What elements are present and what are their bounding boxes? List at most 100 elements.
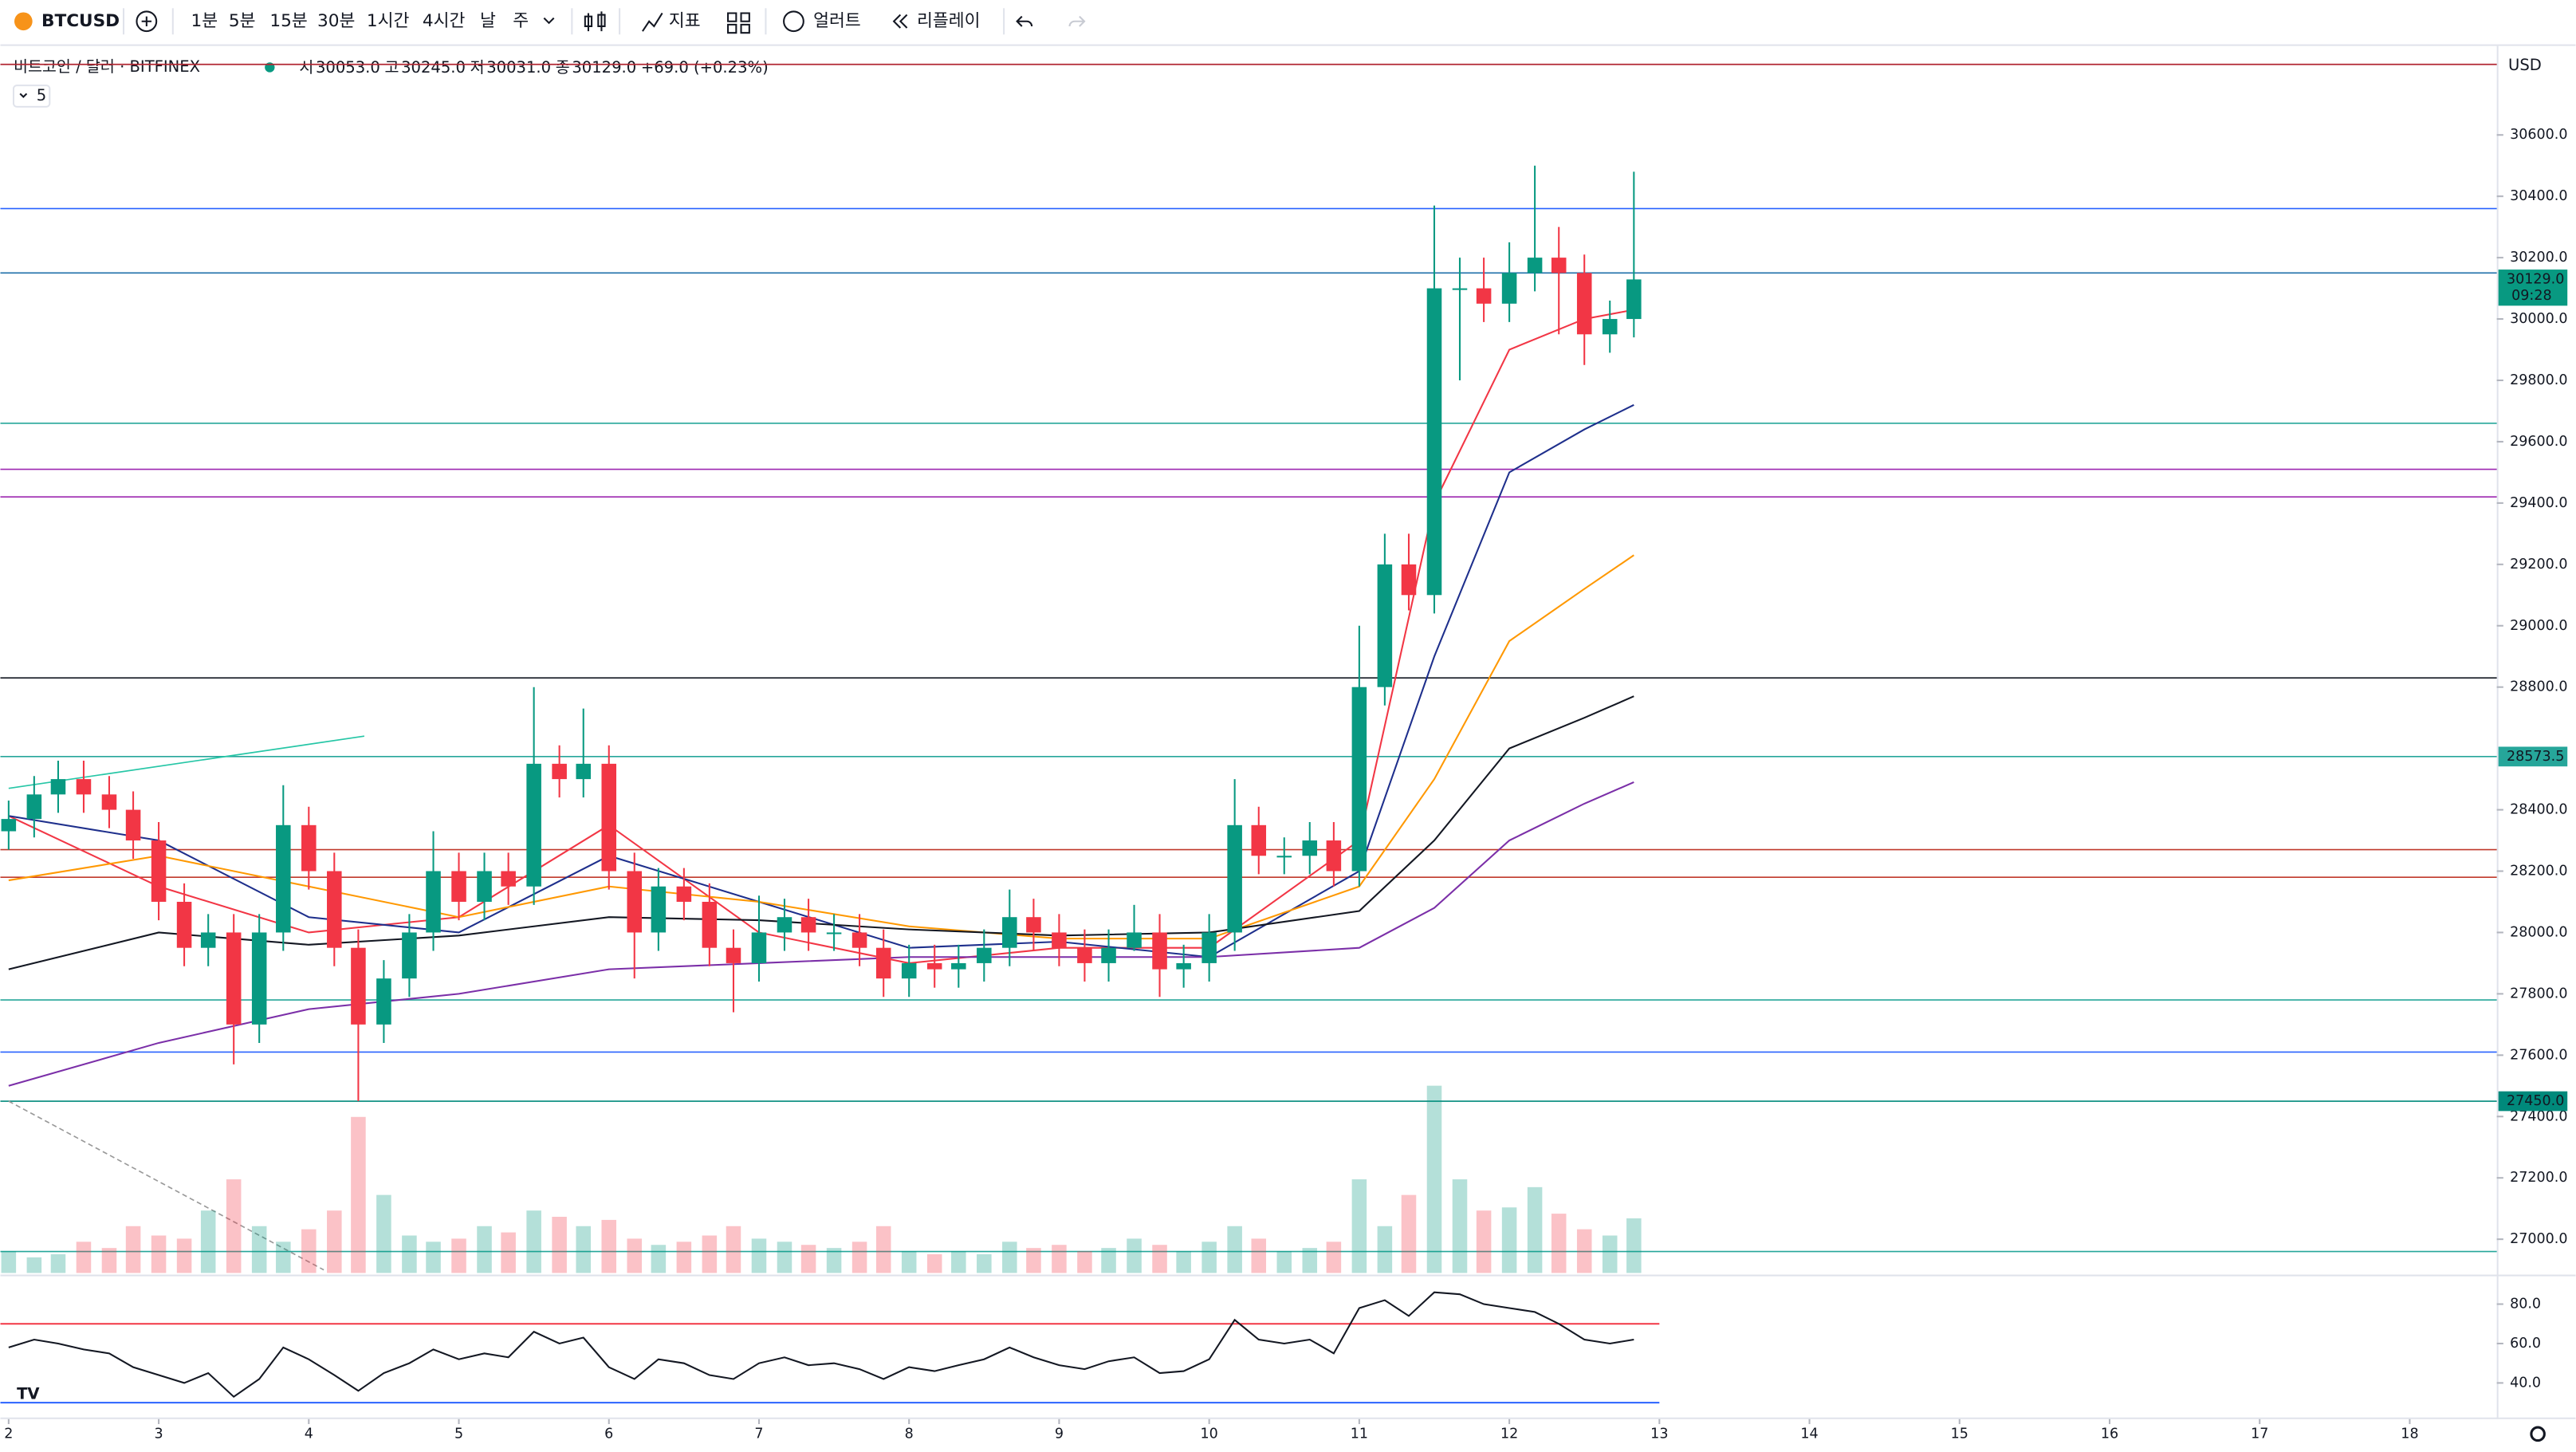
y-tick-label: 28000.0	[2510, 924, 2567, 940]
ohlc-label: 저	[470, 58, 485, 77]
volume-bar	[1426, 1085, 1442, 1273]
volume-bar	[676, 1241, 692, 1273]
candle-body	[1501, 273, 1517, 304]
currency[interactable]: USD	[2508, 56, 2542, 74]
x-tick-label: 17	[2251, 1426, 2268, 1442]
settings[interactable]	[2530, 1426, 2546, 1442]
rsi-tick-label: 40.0	[2510, 1375, 2541, 1391]
volume-bar	[951, 1251, 966, 1273]
candle-body	[50, 779, 66, 795]
add-symbol[interactable]	[136, 10, 158, 33]
candle-body	[601, 763, 617, 872]
candle-body	[1576, 273, 1592, 335]
volume-bar	[1052, 1245, 1067, 1273]
candle-body	[402, 932, 417, 979]
volume-bar	[601, 1219, 617, 1273]
candle-body	[1426, 288, 1442, 596]
indicators[interactable]: 지표	[669, 11, 701, 31]
price-label-time: 09:28	[2511, 288, 2551, 304]
candle-body	[977, 947, 992, 963]
y-tick-label: 27400.0	[2510, 1108, 2567, 1124]
volume-bar	[1176, 1251, 1191, 1273]
interval[interactable]: 4시간	[423, 11, 466, 31]
indicator-toggle[interactable]	[12, 85, 51, 108]
interval[interactable]: 5분	[229, 11, 256, 31]
volume-bar	[901, 1251, 917, 1273]
interval[interactable]: 15분	[269, 11, 307, 31]
candle-body	[552, 763, 567, 780]
x-tick-label: 16	[2101, 1426, 2118, 1442]
interval[interactable]: 1분	[191, 11, 218, 31]
replay[interactable]: 리플레이	[917, 11, 981, 31]
symbol[interactable]: BTCUSD	[41, 11, 120, 31]
volume-bar	[50, 1253, 66, 1273]
volume-bar	[1452, 1179, 1468, 1273]
x-tick-label: 2	[4, 1426, 13, 1442]
ohlc-label: 고	[385, 58, 399, 77]
candle-body	[1052, 932, 1067, 948]
volume-bar	[76, 1241, 92, 1273]
volume-bar	[1326, 1241, 1342, 1273]
replay-icon	[892, 14, 908, 29]
logo: TV	[17, 1384, 40, 1403]
volume-bar	[826, 1248, 842, 1273]
x-tick-label: 10	[1201, 1426, 1218, 1442]
y-tick-label: 29400.0	[2510, 495, 2567, 511]
ohlc-legend: 시 30053.0 고 30245.0 저 30031.0 종 30129.0 +69.0 (+…	[299, 58, 768, 77]
volume-bar	[451, 1238, 466, 1273]
volume-bar	[276, 1241, 291, 1273]
interval[interactable]: 날	[480, 11, 496, 31]
candle-body	[800, 917, 816, 933]
y-tick-label: 28400.0	[2510, 802, 2567, 818]
y-tick-label: 27600.0	[2510, 1047, 2567, 1063]
change: +69.0 (+0.23%)	[641, 58, 769, 77]
volume-bar	[751, 1238, 767, 1273]
ohlc-value: 30053.0	[316, 58, 380, 77]
alert[interactable]: 얼러트	[813, 11, 861, 31]
candle-body	[851, 932, 867, 948]
x-tick-label: 14	[1800, 1426, 1818, 1442]
volume-bar	[1201, 1241, 1217, 1273]
volume-bar	[1002, 1241, 1017, 1273]
y-tick-label: 29200.0	[2510, 557, 2567, 573]
volume-bar	[926, 1253, 942, 1273]
x-tick-label: 7	[754, 1426, 763, 1442]
x-tick-label: 8	[905, 1426, 914, 1442]
rsi-tick-label: 60.0	[2510, 1336, 2541, 1352]
layout-icon[interactable]	[727, 12, 750, 34]
chart-type[interactable]	[584, 11, 606, 32]
interval[interactable]: 30분	[317, 11, 355, 31]
volume-bar	[200, 1210, 216, 1273]
candle-body	[1152, 932, 1167, 970]
volume-bar	[226, 1179, 242, 1273]
candle-body	[1401, 564, 1417, 596]
candle-body	[1527, 258, 1543, 273]
volume-bar	[1302, 1248, 1318, 1273]
x-tick-label: 15	[1951, 1426, 1968, 1442]
candle-body	[26, 794, 42, 820]
volume-bar	[1152, 1245, 1167, 1273]
interval[interactable]: 1시간	[367, 11, 410, 31]
rsi-tick-label: 80.0	[2510, 1297, 2541, 1312]
y-tick-label: 28800.0	[2510, 679, 2567, 695]
volume-bar	[376, 1194, 391, 1273]
price-label: 28573.5	[2507, 749, 2564, 765]
candle-body	[1, 819, 17, 832]
candle-body	[627, 871, 643, 933]
candle-body	[901, 962, 917, 979]
interval[interactable]: 주	[513, 11, 529, 31]
volume-bar	[501, 1232, 516, 1273]
candle-body	[1176, 962, 1191, 970]
indicator-count: 5	[37, 86, 46, 104]
candle-body	[1377, 564, 1393, 687]
candle-body	[101, 794, 117, 810]
redo[interactable]	[1068, 15, 1086, 27]
y-tick-label: 30000.0	[2510, 311, 2567, 327]
x-tick-label: 6	[604, 1426, 613, 1442]
interval-menu[interactable]	[543, 17, 555, 25]
candle-body	[200, 932, 216, 948]
candle-body	[125, 809, 141, 841]
undo[interactable]	[1016, 15, 1033, 27]
indicator-icon	[642, 12, 663, 32]
chart: 27000.0 27200.0 27400.0 27600.0 27800.0 28000…	[0, 63, 2567, 1442]
